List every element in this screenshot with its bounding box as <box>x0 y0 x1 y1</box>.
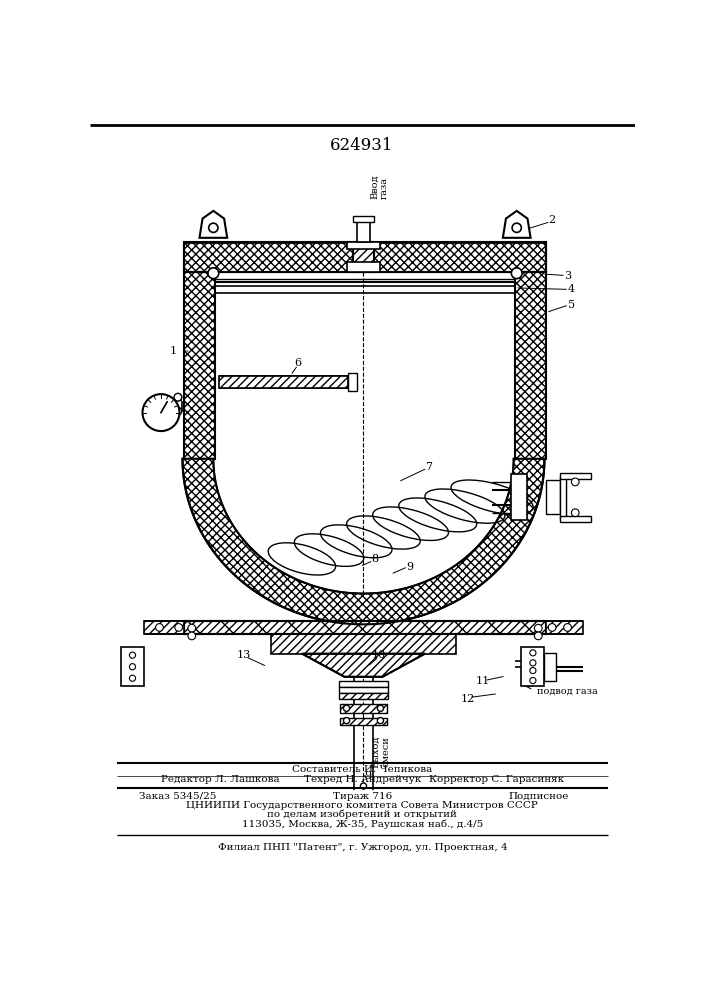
Polygon shape <box>184 620 546 634</box>
Polygon shape <box>302 654 425 677</box>
Circle shape <box>129 652 136 658</box>
Text: 4: 4 <box>568 284 575 294</box>
Circle shape <box>209 223 218 232</box>
Text: Редактор Л. Лашкова: Редактор Л. Лашкова <box>161 775 279 784</box>
Circle shape <box>344 705 350 711</box>
Circle shape <box>361 783 366 789</box>
Text: ЦНИИПИ Государственного комитета Совета Министров СССР: ЦНИИПИ Государственного комитета Совета … <box>187 801 538 810</box>
Circle shape <box>208 268 218 279</box>
Bar <box>340 718 387 725</box>
Text: 10: 10 <box>372 650 386 660</box>
Polygon shape <box>144 620 184 634</box>
Text: Техред Н. Андрейчук: Техред Н. Андрейчук <box>303 775 421 784</box>
Circle shape <box>534 632 542 640</box>
Polygon shape <box>184 242 546 272</box>
Text: по делам изобретений и открытий: по делам изобретений и открытий <box>267 810 457 819</box>
Text: 8: 8 <box>371 554 379 564</box>
Text: 6: 6 <box>295 358 302 368</box>
Circle shape <box>512 223 521 232</box>
Bar <box>560 516 590 522</box>
Text: Тираж 716: Тираж 716 <box>333 792 392 801</box>
Circle shape <box>571 509 579 517</box>
Circle shape <box>129 675 136 681</box>
Polygon shape <box>199 211 227 238</box>
Polygon shape <box>214 272 515 594</box>
Circle shape <box>534 624 542 632</box>
Circle shape <box>344 718 350 724</box>
Circle shape <box>530 677 536 684</box>
Text: 13: 13 <box>237 650 251 660</box>
Text: 2: 2 <box>549 215 556 225</box>
Text: 9: 9 <box>364 771 371 781</box>
Bar <box>353 242 374 272</box>
Text: 113035, Москва, Ж-35, Раушская наб., д.4/5: 113035, Москва, Ж-35, Раушская наб., д.4… <box>242 819 483 829</box>
Polygon shape <box>182 459 544 624</box>
Circle shape <box>174 393 182 401</box>
Text: 12: 12 <box>460 694 474 704</box>
Circle shape <box>129 664 136 670</box>
Bar <box>356 222 370 242</box>
Text: 5: 5 <box>568 300 575 310</box>
Text: Ввод
газа: Ввод газа <box>370 175 389 199</box>
Bar <box>560 476 566 519</box>
Text: 624931: 624931 <box>330 137 394 154</box>
Bar <box>346 242 380 249</box>
Bar <box>339 693 388 699</box>
Bar <box>544 653 556 681</box>
Circle shape <box>563 624 571 631</box>
Bar <box>339 681 388 687</box>
Bar <box>340 704 387 713</box>
Polygon shape <box>271 634 456 654</box>
Text: Составитель И. Чепикова: Составитель И. Чепикова <box>292 765 433 774</box>
Bar <box>546 480 560 514</box>
Bar <box>511 474 527 520</box>
Bar <box>346 262 380 272</box>
Text: Выход
смеси: Выход смеси <box>370 735 390 768</box>
Text: 11: 11 <box>476 676 490 686</box>
Text: Филиал ПНП "Патент", г. Ужгород, ул. Проектная, 4: Филиал ПНП "Патент", г. Ужгород, ул. Про… <box>218 843 507 852</box>
Polygon shape <box>546 620 583 634</box>
Circle shape <box>571 478 579 486</box>
Circle shape <box>378 705 383 711</box>
Polygon shape <box>515 272 546 459</box>
Bar <box>354 216 373 222</box>
Circle shape <box>549 624 556 631</box>
Circle shape <box>188 624 196 632</box>
Circle shape <box>156 624 163 631</box>
Circle shape <box>174 407 182 415</box>
Polygon shape <box>184 272 215 459</box>
Circle shape <box>530 667 536 674</box>
Bar <box>560 473 590 479</box>
Circle shape <box>188 632 196 640</box>
Circle shape <box>530 650 536 656</box>
Circle shape <box>175 624 182 631</box>
Bar <box>348 373 357 391</box>
Circle shape <box>378 718 383 724</box>
Text: подвод газа: подвод газа <box>537 687 597 696</box>
Text: Подписное: Подписное <box>509 792 569 801</box>
Text: 9: 9 <box>406 562 414 572</box>
Text: 1: 1 <box>170 346 177 356</box>
Text: 3: 3 <box>564 271 571 281</box>
Polygon shape <box>503 211 530 238</box>
Text: Заказ 5345/25: Заказ 5345/25 <box>139 792 216 801</box>
Bar <box>521 647 544 686</box>
Text: Корректор С. Гарасиняк: Корректор С. Гарасиняк <box>428 775 563 784</box>
Circle shape <box>511 268 522 279</box>
Bar <box>121 647 144 686</box>
Circle shape <box>143 394 180 431</box>
Text: 7: 7 <box>426 462 433 472</box>
Circle shape <box>530 660 536 666</box>
Bar <box>218 376 348 388</box>
Bar <box>339 687 388 693</box>
